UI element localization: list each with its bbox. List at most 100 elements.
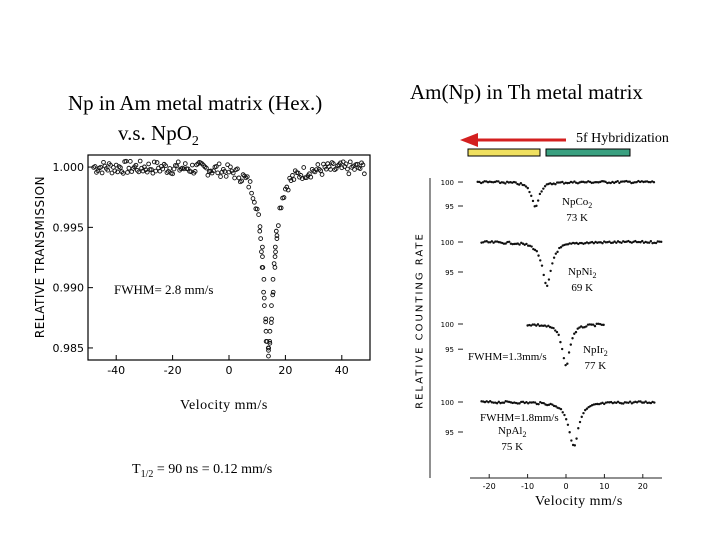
right-data-point-NpAl2 — [568, 431, 571, 434]
left-data-point — [259, 265, 265, 270]
left-data-point — [273, 228, 279, 234]
left-data-point — [144, 169, 150, 175]
right-ytick-label: 95 — [445, 346, 454, 354]
left-data-point — [269, 316, 274, 322]
left-data-point — [281, 195, 287, 200]
right-data-point-NpNi2 — [518, 243, 521, 246]
left-data-point — [230, 170, 236, 176]
right-data-point-NpIr2 — [585, 325, 588, 328]
right-data-point-NpNi2 — [590, 240, 594, 244]
right-data-point-NpAl2 — [542, 401, 545, 405]
right-data-point-NpIr2 — [566, 362, 569, 365]
right-data-point-NpAl2 — [502, 401, 506, 404]
right-data-point-NpAl2 — [580, 415, 583, 419]
left-data-point — [266, 348, 271, 353]
right-data-point-NpIr2 — [578, 326, 581, 329]
left-data-point — [174, 163, 180, 169]
right-data-point-NpCo2 — [535, 204, 538, 208]
left-data-point — [272, 244, 278, 250]
left-data-point — [261, 276, 267, 282]
right-data-point-NpIr2 — [574, 330, 578, 334]
left-data-point — [295, 170, 301, 176]
left-data-point — [299, 176, 305, 181]
left-plot-points — [91, 158, 367, 359]
right-data-point-NpNi2 — [592, 241, 596, 245]
right-data-point-NpNi2 — [641, 239, 644, 243]
right-data-point-NpAl2 — [582, 411, 585, 415]
right-data-point-NpNi2 — [549, 269, 552, 273]
label-npal2-sub: 2 — [522, 430, 527, 440]
left-data-point — [272, 265, 278, 270]
label-npal2-main: NpAl — [498, 425, 523, 437]
left-data-point — [98, 164, 104, 170]
right-xtick-label: -20 — [483, 482, 496, 491]
left-data-point — [247, 179, 253, 184]
right-data-point-NpNi2 — [568, 242, 571, 245]
right-data-point-NpCo2 — [536, 199, 540, 202]
right-data-point-NpCo2 — [495, 180, 498, 183]
left-data-point — [257, 224, 263, 229]
left-data-point — [291, 177, 297, 182]
right-data-point-NpAl2 — [615, 401, 618, 405]
label-npir2: NpIr2 77 K — [583, 344, 608, 372]
right-data-point-NpNi2 — [487, 241, 490, 244]
right-data-point-NpAl2 — [563, 413, 566, 417]
right-data-point-NpCo2 — [540, 190, 543, 193]
right-data-point-NpCo2 — [644, 180, 647, 183]
left-data-point — [120, 171, 126, 176]
right-data-point-NpNi2 — [502, 242, 506, 245]
right-data-point-NpAl2 — [587, 405, 590, 409]
right-data-point-NpNi2 — [552, 256, 556, 259]
right-ytick-label: 100 — [441, 239, 454, 247]
right-data-point-NpCo2 — [652, 181, 656, 184]
right-data-point-NpIr2 — [588, 323, 592, 326]
right-data-point-NpAl2 — [520, 400, 523, 404]
right-data-point-NpNi2 — [597, 241, 601, 244]
right-data-point-NpNi2 — [526, 244, 530, 247]
right-data-point-NpCo2 — [626, 180, 630, 183]
left-data-point — [263, 328, 269, 334]
left-data-point — [125, 170, 130, 175]
right-data-point-NpCo2 — [483, 180, 486, 183]
left-data-point — [246, 184, 252, 190]
right-data-point-NpAl2 — [501, 401, 504, 404]
right-data-point-NpAl2 — [554, 405, 558, 408]
right-data-point-NpNi2 — [658, 240, 661, 243]
right-data-point-NpNi2 — [647, 241, 651, 244]
right-data-point-NpAl2 — [596, 402, 599, 406]
right-data-point-NpIr2 — [593, 324, 597, 328]
right-data-point-NpAl2 — [637, 400, 640, 403]
right-xtick-label: 0 — [563, 482, 568, 491]
right-data-point-NpCo2 — [554, 183, 557, 186]
right-data-point-NpNi2 — [485, 240, 488, 243]
left-data-point — [118, 165, 123, 170]
right-data-point-NpCo2 — [600, 180, 604, 183]
left-data-point — [308, 174, 314, 180]
right-data-point-NpCo2 — [555, 181, 559, 184]
right-data-point-NpCo2 — [514, 181, 517, 184]
left-data-point — [112, 168, 118, 174]
right-data-point-NpCo2 — [523, 183, 526, 187]
right-data-point-NpIr2 — [602, 323, 605, 327]
right-data-point-NpAl2 — [627, 401, 630, 404]
right-data-point-NpAl2 — [628, 400, 632, 403]
right-data-point-NpAl2 — [639, 400, 642, 403]
right-data-point-NpNi2 — [639, 241, 642, 244]
right-data-point-NpCo2 — [524, 185, 528, 188]
left-plot-axes: -40 -20 0 20 40 1.000 0.995 0.990 0.985 — [53, 161, 349, 377]
left-data-point — [261, 295, 267, 301]
hybridization-bar-green — [545, 148, 631, 157]
left-data-point — [223, 174, 229, 179]
left-data-point — [274, 233, 280, 238]
left-data-point — [257, 228, 263, 234]
fwhm-npal2: FWHM=1.8mm/s — [480, 412, 559, 424]
right-plot-axes: -20 -10 0 10 20 100 95 100 95 100 95 100 95 — [441, 179, 648, 491]
right-data-point-NpAl2 — [566, 423, 570, 426]
thalf-main: T — [132, 462, 141, 477]
left-xtick-label: 0 — [226, 364, 233, 377]
left-data-point — [272, 254, 278, 259]
right-data-point-NpCo2 — [633, 181, 637, 184]
left-data-point — [239, 178, 245, 184]
right-data-point-NpIr2 — [557, 333, 560, 337]
right-xtick-label: -10 — [521, 482, 534, 491]
